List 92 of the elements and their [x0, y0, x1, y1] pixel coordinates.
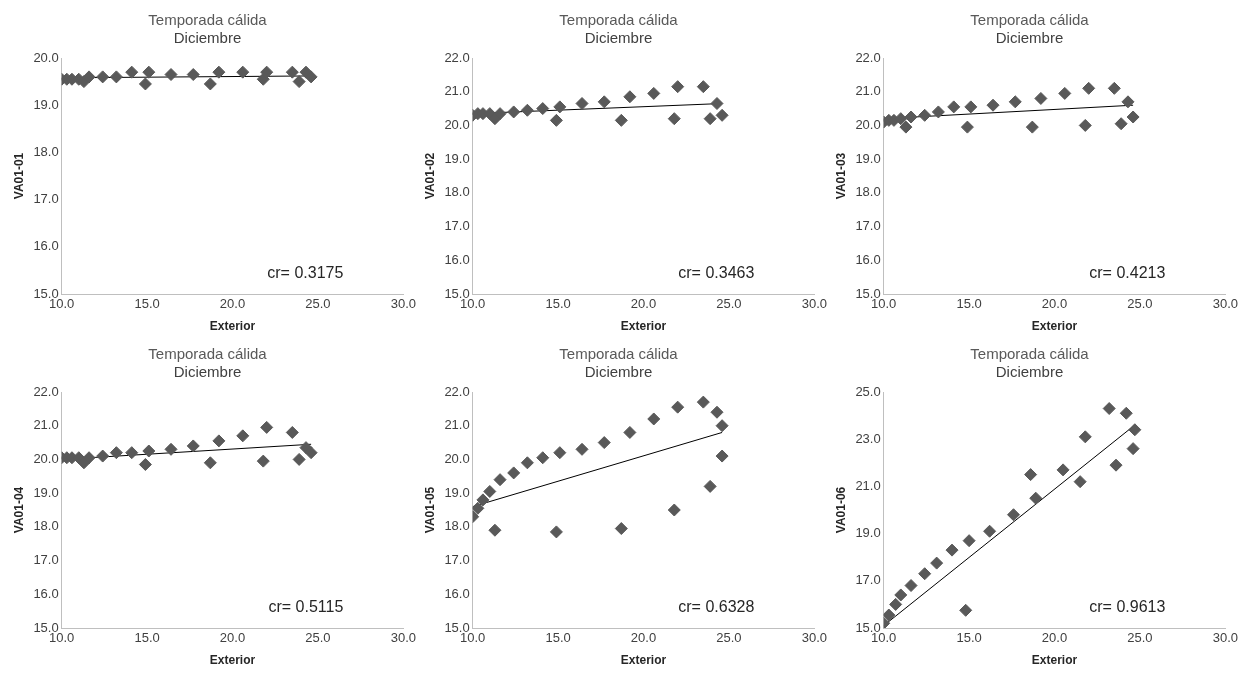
y-axis-title: VA01-06	[833, 486, 848, 534]
chart-subtitle: Diciembre	[584, 29, 653, 47]
y-tick-label: 20.0	[855, 117, 881, 133]
x-axis-title: Exterior	[209, 319, 256, 334]
x-tick-label: 20.0	[630, 296, 657, 312]
y-tick-label: 18.0	[444, 184, 470, 200]
x-axis-title: Exterior	[1031, 653, 1078, 668]
annotation: cr= 0.9613	[1089, 598, 1166, 616]
x-tick-label: 20.0	[1041, 296, 1068, 312]
y-tick-label: 22.0	[855, 49, 881, 65]
y-axis-title: VA01-03	[833, 152, 848, 200]
chart-subtitle: Diciembre	[173, 363, 242, 381]
y-tick-label: 21.0	[33, 417, 59, 433]
y-tick-label: 17.0	[33, 191, 59, 207]
y-tick-label: 19.0	[33, 96, 59, 112]
y-tick-label: 21.0	[855, 83, 881, 99]
y-tick-label: 20.0	[444, 117, 470, 133]
x-tick-label: 15.0	[545, 630, 571, 646]
x-tick-label: 15.0	[545, 296, 571, 312]
y-tick-label: 20.0	[33, 49, 59, 65]
x-tick-label: 25.0	[305, 296, 331, 312]
y-tick-label: 19.0	[855, 525, 881, 541]
y-tick-label: 22.0	[33, 383, 59, 399]
chart-title: Temporada cálida	[148, 345, 268, 363]
chart-subtitle: Diciembre	[995, 29, 1064, 47]
y-tick-label: 16.0	[855, 251, 881, 267]
annotation: cr= 0.3175	[267, 264, 344, 282]
y-tick-label: 19.0	[33, 484, 59, 500]
y-tick-label: 16.0	[444, 585, 470, 601]
y-tick-label: 16.0	[444, 251, 470, 267]
y-axis-title: VA01-04	[11, 486, 26, 534]
y-tick-label: 18.0	[33, 518, 59, 534]
y-tick-label: 20.0	[444, 451, 470, 467]
y-tick-label: 17.0	[444, 218, 470, 234]
x-axis-title: Exterior	[209, 653, 256, 668]
y-tick-label: 16.0	[33, 238, 59, 254]
x-tick-label: 20.0	[630, 630, 657, 646]
x-tick-label: 15.0	[134, 630, 160, 646]
x-tick-label: 25.0	[716, 296, 742, 312]
y-tick-label: 18.0	[33, 143, 59, 159]
x-axis-title: Exterior	[620, 653, 667, 668]
x-tick-label: 20.0	[219, 296, 246, 312]
y-tick-label: 19.0	[855, 150, 881, 166]
y-tick-label: 22.0	[444, 383, 470, 399]
y-tick-label: 18.0	[444, 518, 470, 534]
y-tick-label: 25.0	[855, 383, 881, 399]
y-tick-label: 17.0	[855, 218, 881, 234]
y-tick-label: 17.0	[33, 552, 59, 568]
y-tick-label: 22.0	[444, 49, 470, 65]
y-axis-title: VA01-01	[11, 152, 26, 200]
x-tick-label: 20.0	[1041, 630, 1068, 646]
y-tick-label: 20.0	[33, 451, 59, 467]
y-tick-label: 16.0	[33, 585, 59, 601]
x-tick-label: 30.0	[1212, 630, 1239, 646]
chart-subtitle: Diciembre	[584, 363, 653, 381]
x-tick-label: 15.0	[956, 630, 982, 646]
y-tick-label: 19.0	[444, 150, 470, 166]
x-tick-label: 30.0	[390, 630, 417, 646]
x-axis-title: Exterior	[1031, 319, 1078, 334]
y-axis-title: VA01-05	[422, 486, 437, 534]
x-tick-label: 25.0	[1127, 296, 1153, 312]
x-tick-label: 30.0	[801, 296, 828, 312]
y-tick-label: 21.0	[855, 477, 881, 493]
x-axis-title: Exterior	[620, 319, 667, 334]
chart-title: Temporada cálida	[559, 11, 679, 29]
x-tick-label: 25.0	[1127, 630, 1153, 646]
x-tick-label: 15.0	[956, 296, 982, 312]
annotation: cr= 0.4213	[1089, 264, 1166, 282]
chart-title: Temporada cálida	[148, 11, 268, 29]
annotation: cr= 0.5115	[268, 598, 344, 616]
chart-title: Temporada cálida	[970, 11, 1090, 29]
x-tick-label: 30.0	[390, 296, 417, 312]
x-tick-label: 15.0	[134, 296, 160, 312]
annotation: cr= 0.6328	[678, 598, 755, 616]
y-tick-label: 18.0	[855, 184, 881, 200]
y-tick-label: 21.0	[444, 83, 470, 99]
chart-subtitle: Diciembre	[995, 363, 1064, 381]
x-tick-label: 20.0	[219, 630, 246, 646]
y-tick-label: 17.0	[855, 572, 881, 588]
x-tick-label: 25.0	[716, 630, 742, 646]
y-tick-label: 23.0	[855, 430, 881, 446]
chart-title: Temporada cálida	[559, 345, 679, 363]
annotation: cr= 0.3463	[678, 264, 755, 282]
chart-subtitle: Diciembre	[173, 29, 242, 47]
x-tick-label: 25.0	[305, 630, 331, 646]
y-tick-label: 19.0	[444, 484, 470, 500]
x-tick-label: 30.0	[1212, 296, 1239, 312]
y-axis-title: VA01-02	[422, 152, 437, 200]
chart-title: Temporada cálida	[970, 345, 1090, 363]
y-tick-label: 17.0	[444, 552, 470, 568]
y-tick-label: 21.0	[444, 417, 470, 433]
x-tick-label: 30.0	[801, 630, 828, 646]
